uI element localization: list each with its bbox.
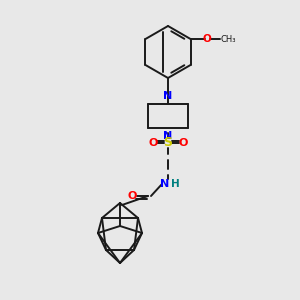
- Text: N: N: [160, 179, 169, 189]
- Text: O: O: [178, 138, 188, 148]
- Text: CH₃: CH₃: [220, 34, 236, 43]
- Text: S: S: [164, 136, 172, 149]
- Text: N: N: [164, 131, 172, 141]
- Text: H: H: [171, 179, 179, 189]
- Text: O: O: [127, 191, 137, 201]
- Text: N: N: [164, 91, 172, 101]
- Text: O: O: [148, 138, 158, 148]
- Text: O: O: [202, 34, 211, 44]
